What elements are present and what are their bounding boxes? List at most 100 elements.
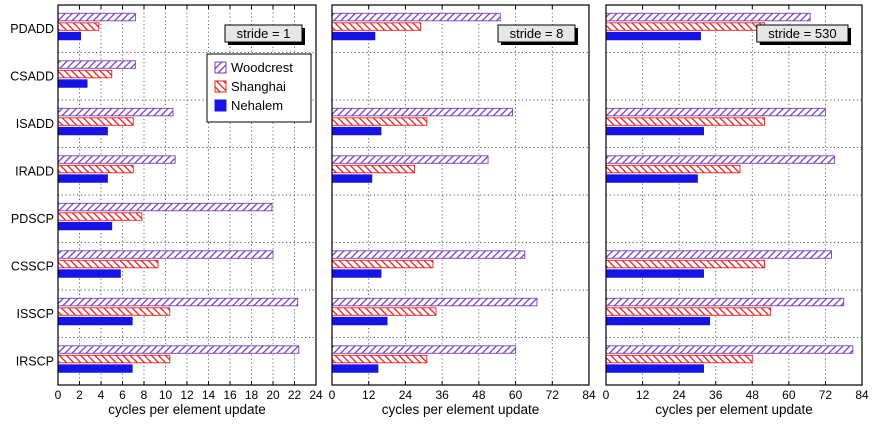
tick-label-p1-18: 18 xyxy=(245,388,259,402)
tick-label-p3-84: 84 xyxy=(855,388,869,402)
tick-label-p2-12: 12 xyxy=(362,388,376,402)
bar-p1-csadd-nehalem xyxy=(57,79,88,88)
bar-p3-irscp-nehalem xyxy=(605,364,704,373)
bar-p2-pdadd-nehalem xyxy=(331,31,376,41)
bar-p1-irscp-nehalem xyxy=(57,364,133,373)
tick-label-p1-24: 24 xyxy=(309,388,323,402)
bar-p3-isadd-shanghai xyxy=(605,117,765,126)
bar-p3-isscp-woodcrest xyxy=(605,297,845,307)
legend-swatch-nehalem xyxy=(214,99,227,112)
bar-p1-pdscp-nehalem xyxy=(57,221,113,231)
tick-label-p1-14: 14 xyxy=(202,388,216,402)
bar-p1-pdscp-shanghai xyxy=(57,212,143,221)
bar-p1-csadd-shanghai xyxy=(57,69,113,79)
tick-label-p3-48: 48 xyxy=(746,388,760,402)
bar-p1-csscp-nehalem xyxy=(57,269,121,278)
legend-swatch-shanghai xyxy=(214,80,227,93)
tick-label-p3-24: 24 xyxy=(672,388,686,402)
bar-p1-isadd-nehalem xyxy=(57,126,108,136)
bar-p2-pdadd-woodcrest xyxy=(331,12,501,22)
bar-p1-csscp-woodcrest xyxy=(57,250,274,259)
category-label-isadd: ISADD xyxy=(16,117,54,131)
bar-p1-csscp-shanghai xyxy=(57,259,159,269)
bar-p2-csscp-nehalem xyxy=(331,269,382,278)
tick-label-p3-0: 0 xyxy=(603,388,610,402)
tick-label-p2-24: 24 xyxy=(399,388,413,402)
tick-label-p1-0: 0 xyxy=(55,388,62,402)
tick-label-p1-8: 8 xyxy=(141,388,148,402)
bar-p1-isscp-nehalem xyxy=(57,316,133,326)
x-axis-label-1: cycles per element update xyxy=(108,402,266,417)
category-label-iradd: IRADD xyxy=(15,164,54,178)
bar-p3-isadd-nehalem xyxy=(605,126,704,136)
bar-p3-isadd-woodcrest xyxy=(605,107,826,117)
bar-p2-iradd-nehalem xyxy=(331,174,373,183)
bar-p3-iradd-nehalem xyxy=(605,174,698,183)
tick-label-p3-72: 72 xyxy=(819,388,833,402)
bar-p3-iradd-shanghai xyxy=(605,164,741,174)
stride-label-box-2 xyxy=(497,24,576,43)
bar-p3-iradd-woodcrest xyxy=(605,155,836,164)
bar-p2-irscp-nehalem xyxy=(331,364,379,373)
bar-p2-pdadd-shanghai xyxy=(331,22,422,31)
bar-p3-isscp-nehalem xyxy=(605,316,711,326)
bar-p2-irscp-shanghai xyxy=(331,354,428,364)
tick-label-p1-6: 6 xyxy=(119,388,126,402)
bar-p3-pdadd-shanghai xyxy=(605,22,765,31)
bar-p1-csadd-woodcrest xyxy=(57,60,136,69)
tick-label-p2-60: 60 xyxy=(509,388,523,402)
bar-p3-csscp-nehalem xyxy=(605,269,704,278)
bar-p2-iradd-shanghai xyxy=(331,164,416,174)
bar-p1-pdadd-woodcrest xyxy=(57,12,136,22)
panel-frame-1 xyxy=(57,4,317,386)
bar-p1-isscp-woodcrest xyxy=(57,297,299,307)
bar-p1-isadd-woodcrest xyxy=(57,107,174,117)
category-label-pdscp: PDSCP xyxy=(11,212,54,226)
bar-p3-csscp-shanghai xyxy=(605,259,765,269)
bar-p2-isscp-nehalem xyxy=(331,316,388,326)
bar-p2-isscp-shanghai xyxy=(331,307,437,316)
tick-label-p3-60: 60 xyxy=(782,388,796,402)
bar-p2-iradd-woodcrest xyxy=(331,155,489,164)
tick-label-p1-4: 4 xyxy=(98,388,105,402)
bar-p2-irscp-woodcrest xyxy=(331,345,517,354)
bar-p1-pdadd-shanghai xyxy=(57,22,100,31)
bar-p2-csscp-shanghai xyxy=(331,259,434,269)
bar-p1-pdscp-woodcrest xyxy=(57,202,273,212)
bar-p3-isscp-shanghai xyxy=(605,307,772,316)
bar-p1-isadd-shanghai xyxy=(57,117,134,126)
bar-p3-irscp-woodcrest xyxy=(605,345,854,354)
tick-label-p3-36: 36 xyxy=(709,388,723,402)
tick-label-p1-12: 12 xyxy=(180,388,194,402)
tick-label-p1-16: 16 xyxy=(223,388,237,402)
bar-p1-isscp-shanghai xyxy=(57,307,171,316)
panel-frame-3 xyxy=(605,4,863,386)
bar-p1-irscp-woodcrest xyxy=(57,345,300,354)
category-label-irscp: IRSCP xyxy=(16,354,54,368)
bar-p2-isadd-woodcrest xyxy=(331,107,513,117)
bar-p2-isscp-woodcrest xyxy=(331,297,538,307)
legend-swatch-woodcrest xyxy=(214,61,227,74)
bar-p3-pdadd-nehalem xyxy=(605,31,701,41)
category-label-csadd: CSADD xyxy=(10,69,54,83)
bar-p3-csscp-woodcrest xyxy=(605,250,832,259)
bar-p1-irscp-shanghai xyxy=(57,354,171,364)
tick-label-p1-2: 2 xyxy=(76,388,83,402)
stride-label-box-1 xyxy=(224,24,303,43)
bar-p1-iradd-shanghai xyxy=(57,164,134,174)
tick-label-p3-12: 12 xyxy=(636,388,650,402)
bar-p1-pdadd-nehalem xyxy=(57,31,82,41)
tick-label-p2-72: 72 xyxy=(546,388,560,402)
tick-label-p1-10: 10 xyxy=(159,388,173,402)
stride-label-3: stride = 530 xyxy=(768,26,836,41)
stride-label-1: stride = 1 xyxy=(237,26,291,41)
legend-label-woodcrest: Woodcrest xyxy=(231,60,293,75)
tick-label-p1-20: 20 xyxy=(266,388,280,402)
bar-p1-iradd-nehalem xyxy=(57,174,108,183)
category-label-pdadd: PDADD xyxy=(10,22,54,36)
bar-p2-csscp-woodcrest xyxy=(331,250,526,259)
legend-label-shanghai: Shanghai xyxy=(231,79,286,94)
bar-p3-irscp-shanghai xyxy=(605,354,753,364)
x-axis-label-3: cycles per element update xyxy=(655,402,813,417)
tick-label-p1-22: 22 xyxy=(288,388,302,402)
